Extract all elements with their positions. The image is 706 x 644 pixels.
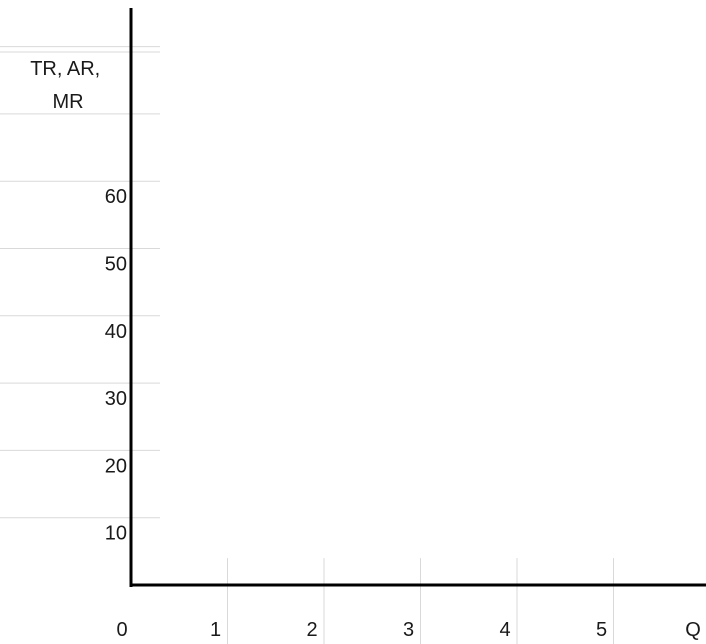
- axes: [129, 8, 706, 587]
- x-tick-label: 2: [306, 619, 317, 641]
- x-tick-label: 3: [403, 619, 414, 641]
- tick-labels: 10 20 30 40 50 60 0 1 2 3 4 5: [105, 186, 607, 641]
- y-tick-label: 10: [105, 523, 127, 545]
- y-axis-title-line-1: TR, AR,: [30, 58, 100, 80]
- x-tick-label: 5: [596, 619, 607, 641]
- grid-lines: [0, 46, 614, 644]
- y-tick-label: 30: [105, 388, 127, 410]
- y-axis-title-line-2: MR: [52, 91, 83, 113]
- y-tick-label: 60: [105, 186, 127, 208]
- y-tick-label: 20: [105, 455, 127, 477]
- y-axis-title: TR, AR, MR: [30, 58, 106, 113]
- x-tick-label: 4: [499, 619, 510, 641]
- x-tick-label: 1: [210, 619, 221, 641]
- y-tick-label: 40: [105, 321, 127, 343]
- x-tick-label: 0: [116, 619, 127, 641]
- x-axis-title: Q: [685, 619, 701, 641]
- y-tick-label: 50: [105, 254, 127, 276]
